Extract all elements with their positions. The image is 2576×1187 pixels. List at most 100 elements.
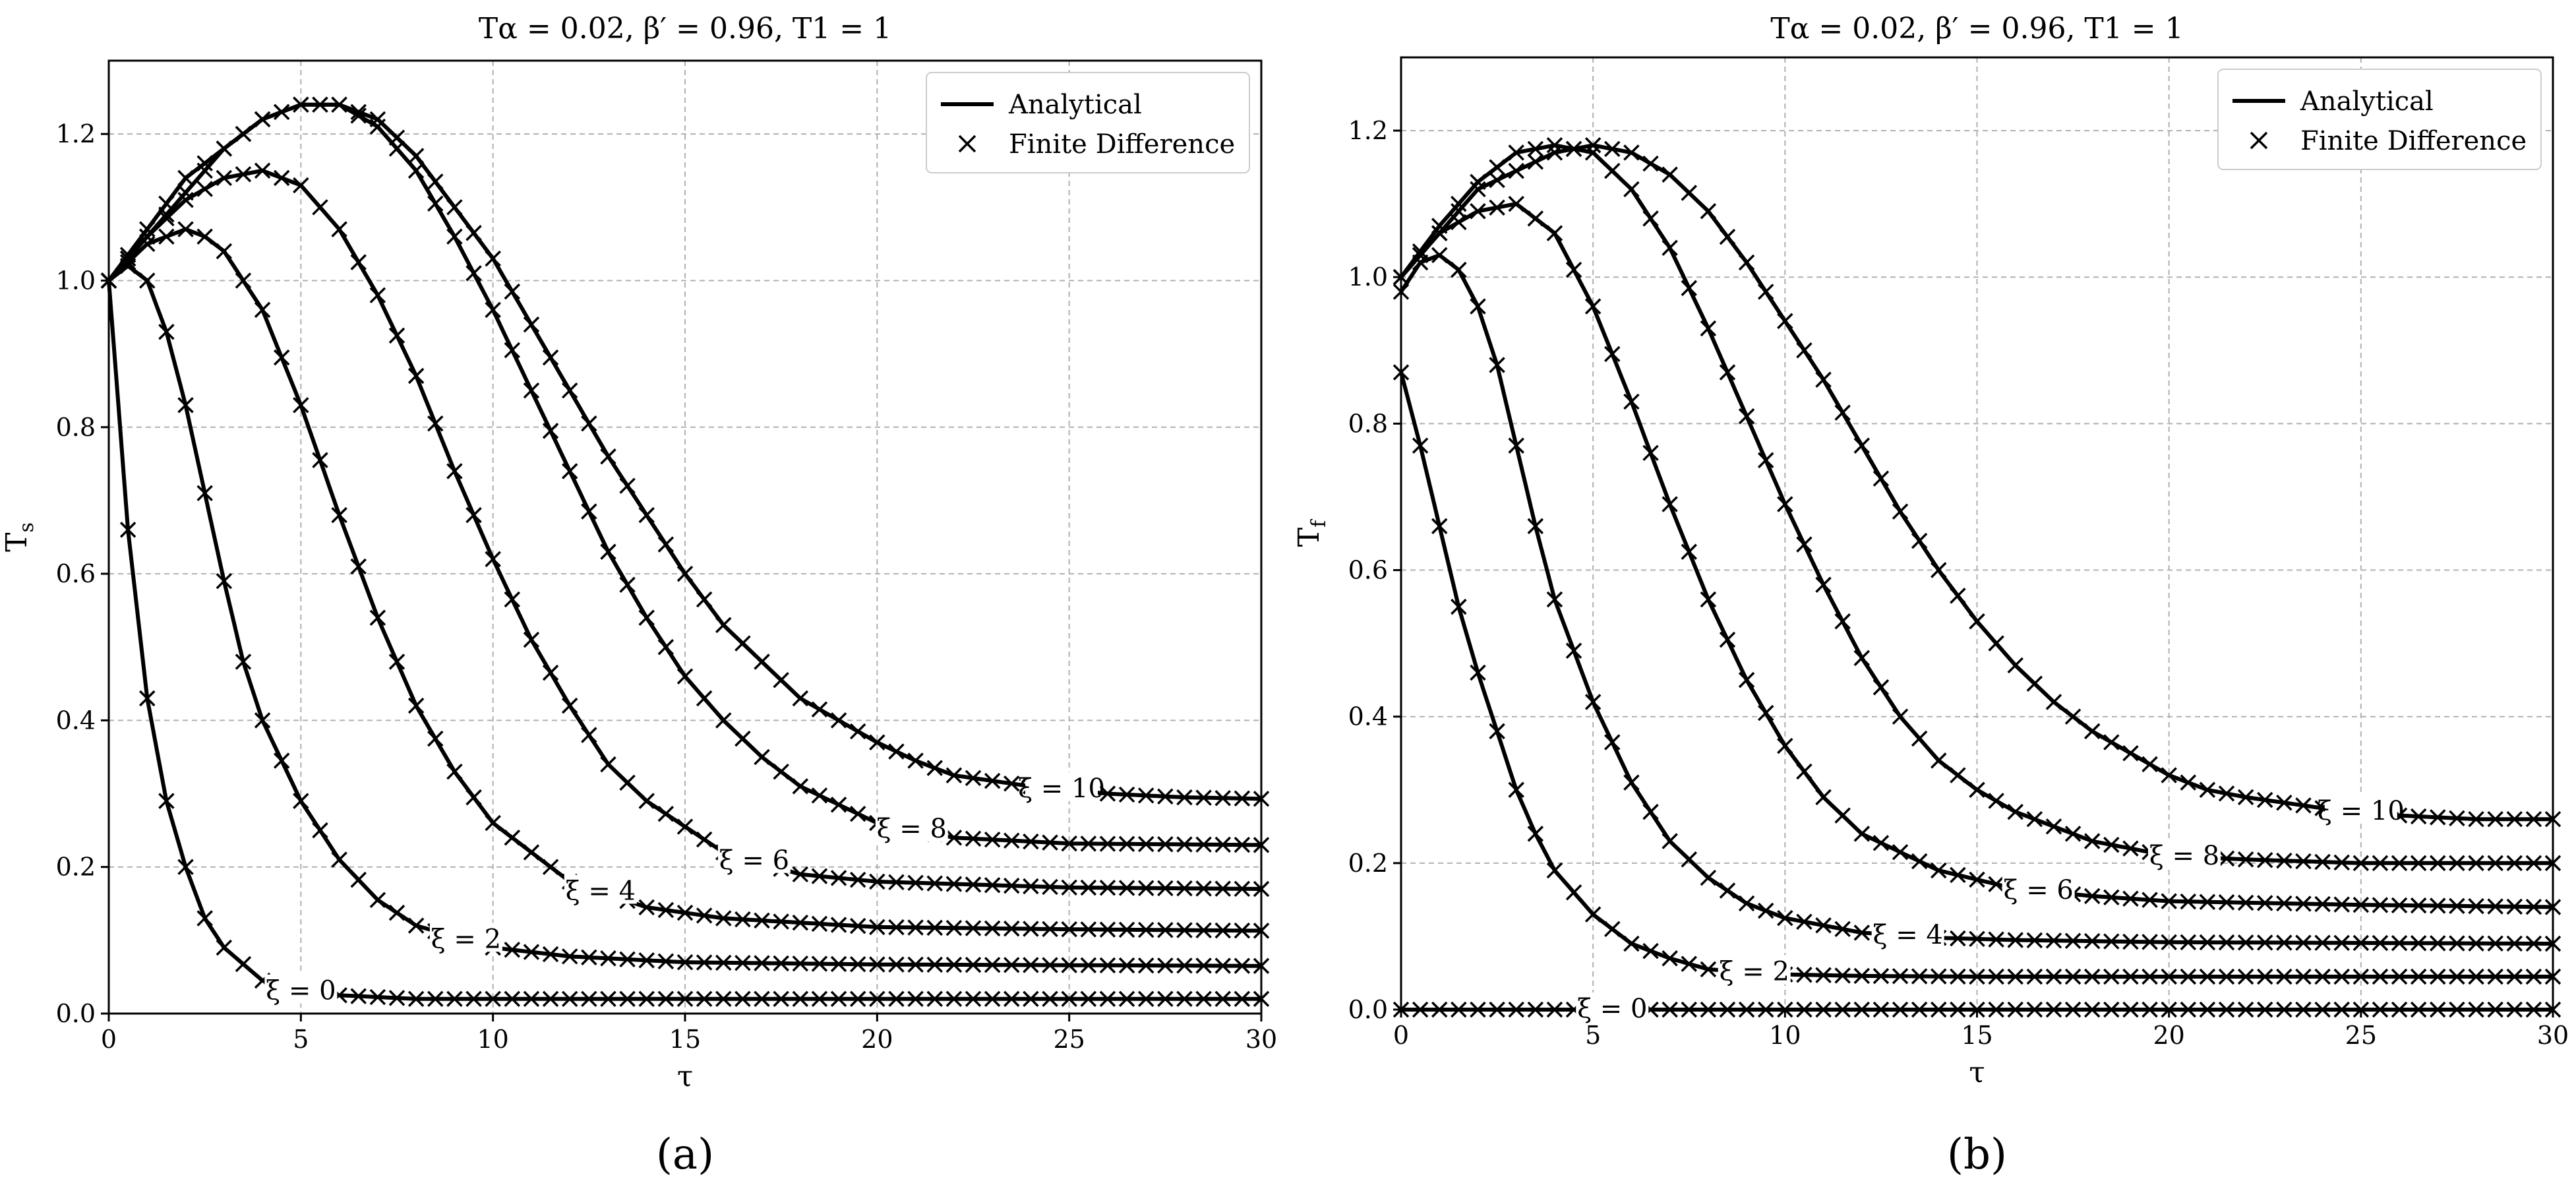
finite-difference-point [1234, 880, 1251, 898]
finite-difference-point [1546, 862, 1563, 879]
finite-difference-point [2276, 794, 2292, 811]
finite-difference-point [407, 162, 425, 179]
finite-difference-point [773, 990, 789, 1008]
finite-difference-point [696, 990, 713, 1008]
finite-difference-point [581, 415, 597, 432]
finite-difference-point [427, 730, 444, 747]
finite-difference-point [1662, 496, 1678, 512]
x-tick-label: 0 [1393, 1021, 1409, 1050]
finite-difference-point [2142, 892, 2158, 908]
series-1: ξ = 2 [1393, 364, 2561, 987]
finite-difference-point [1584, 137, 1602, 154]
finite-difference-point [2295, 934, 2312, 951]
finite-difference-point [1988, 876, 2004, 893]
finite-difference-point [754, 990, 770, 1008]
curve-label-bg [429, 923, 502, 952]
finite-difference-point [1508, 162, 1524, 179]
finite-difference-point [734, 911, 751, 928]
finite-difference-point [2064, 1001, 2082, 1018]
finite-difference-point [1719, 364, 1736, 380]
curve-label: ξ = 6 [719, 845, 789, 876]
finite-difference-point [2218, 1001, 2235, 1018]
finite-difference-point [619, 951, 636, 967]
x-tick-label: 15 [669, 1025, 701, 1054]
legend-entry-finite-difference: Finite Difference [2300, 126, 2527, 156]
finite-difference-point [350, 558, 367, 575]
finite-difference-point [792, 990, 809, 1008]
finite-difference-point [1118, 921, 1135, 938]
finite-difference-point [926, 956, 943, 973]
finite-difference-point [2314, 853, 2331, 870]
finite-difference-point [1157, 922, 1174, 938]
finite-difference-point [2506, 935, 2523, 952]
finite-difference-point [2276, 852, 2292, 869]
finite-difference-point [830, 990, 847, 1008]
finite-difference-point [1489, 199, 1505, 216]
legend: Analytical Finite Difference [926, 72, 1250, 173]
finite-difference-point [312, 96, 328, 113]
x-tick-label: 10 [1769, 1021, 1801, 1050]
finite-difference-point [792, 778, 809, 795]
finite-difference-point [2506, 810, 2523, 828]
finite-difference-point [1099, 921, 1116, 938]
finite-difference-point [1565, 261, 1582, 278]
finite-difference-point [1815, 1001, 1832, 1018]
finite-difference-point [2525, 810, 2542, 828]
finite-difference-point [2295, 896, 2312, 912]
finite-difference-point [888, 874, 905, 891]
finite-difference-point [2045, 1001, 2062, 1018]
finite-difference-point [465, 265, 482, 282]
finite-difference-point [1214, 789, 1231, 807]
finite-difference-point [1604, 162, 1621, 179]
finite-difference-point [754, 654, 770, 670]
finite-difference-point [2544, 855, 2561, 872]
finite-difference-point [1195, 958, 1212, 974]
finite-difference-point [196, 485, 213, 502]
finite-difference-point [581, 503, 597, 520]
finite-difference-point [965, 876, 982, 893]
finite-difference-point [1584, 298, 1602, 315]
finite-difference-point [1003, 920, 1020, 937]
finite-difference-point [1738, 671, 1755, 688]
finite-difference-point [561, 990, 578, 1008]
finite-difference-point [1931, 862, 1947, 879]
finite-difference-point [2506, 968, 2523, 985]
finite-difference-point [773, 913, 789, 930]
finite-difference-point [1700, 1001, 1717, 1018]
finite-difference-point [965, 920, 982, 936]
finite-difference-point [2122, 840, 2139, 857]
finite-difference-point [2544, 810, 2561, 828]
finite-difference-point [1080, 921, 1097, 938]
finite-difference-point [1042, 921, 1058, 938]
finite-difference-point [1969, 930, 1985, 948]
finite-difference-point [2257, 851, 2273, 868]
finite-difference-point [2487, 898, 2503, 915]
chart-title: Tα = 0.02, β′ = 0.96, T1 = 1 [479, 12, 891, 46]
finite-difference-point [465, 990, 482, 1008]
finite-difference-point [2391, 934, 2408, 952]
finite-difference-point [254, 712, 271, 729]
finite-difference-point [1195, 880, 1212, 897]
finite-difference-point [331, 506, 347, 524]
y-tick-label: 0.0 [56, 999, 96, 1028]
finite-difference-point [1508, 437, 1524, 454]
finite-difference-point [2045, 818, 2062, 835]
curve-label: ξ = 0 [266, 976, 336, 1006]
finite-difference-point [849, 917, 866, 934]
finite-difference-point [407, 367, 425, 384]
finite-difference-point [542, 990, 559, 1008]
series-0: ξ = 0 [100, 272, 1270, 1008]
finite-difference-point [657, 901, 674, 919]
x-tick-label: 20 [2153, 1021, 2184, 1050]
finite-difference-point [2410, 968, 2427, 985]
finite-difference-point [1253, 990, 1270, 1008]
finite-difference-point [158, 195, 175, 212]
finite-difference-point [926, 919, 943, 936]
finite-difference-point [1234, 958, 1251, 974]
finite-difference-point [945, 829, 963, 846]
finite-difference-point [1099, 880, 1116, 896]
finite-difference-point [2237, 894, 2254, 911]
finite-difference-point [2237, 934, 2254, 951]
finite-difference-point [2237, 851, 2254, 868]
finite-difference-point [1527, 210, 1544, 227]
